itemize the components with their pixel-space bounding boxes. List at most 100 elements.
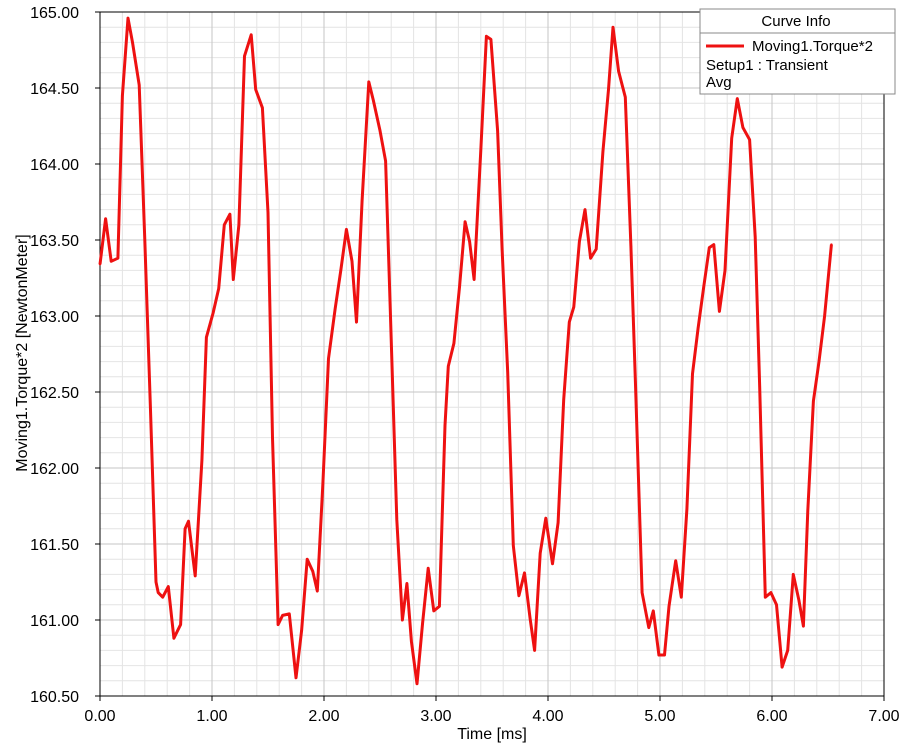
- x-tick-label: 5.00: [644, 708, 675, 725]
- data-point: [360, 199, 364, 202]
- data-point: [786, 649, 789, 652]
- data-point: [539, 551, 542, 555]
- data-point: [479, 149, 482, 152]
- x-tick-label: 1.00: [196, 708, 227, 725]
- legend-stat-text: Avg: [706, 74, 732, 91]
- data-point: [817, 360, 821, 363]
- data-point: [595, 247, 598, 251]
- data-point: [496, 129, 499, 132]
- data-point: [172, 637, 176, 640]
- data-point: [583, 208, 587, 211]
- data-point: [617, 70, 620, 73]
- data-point: [589, 257, 592, 260]
- data-point: [652, 609, 655, 613]
- data-point: [769, 591, 773, 594]
- data-point: [601, 150, 605, 153]
- data-point: [438, 605, 441, 608]
- data-point: [345, 228, 348, 231]
- series-line: [98, 16, 833, 686]
- data-point: [780, 665, 784, 669]
- data-point: [276, 623, 280, 626]
- data-point: [806, 509, 809, 512]
- data-point: [126, 16, 130, 20]
- data-point: [823, 314, 826, 318]
- data-point: [237, 223, 241, 226]
- data-point: [489, 38, 493, 41]
- data-point: [243, 54, 246, 58]
- x-tick-label: 6.00: [756, 708, 787, 725]
- data-point: [802, 624, 805, 628]
- data-point: [205, 336, 208, 339]
- legend-series-name: Moving1.Torque*2: [752, 38, 873, 55]
- data-point: [271, 436, 274, 439]
- data-point: [523, 571, 526, 575]
- data-point: [232, 278, 235, 281]
- data-point: [578, 240, 581, 243]
- data-point: [327, 357, 330, 360]
- data-point: [405, 582, 409, 585]
- x-tick-label: 2.00: [308, 708, 339, 725]
- data-point: [533, 649, 536, 652]
- data-point: [200, 459, 204, 462]
- data-point: [161, 596, 164, 599]
- data-point: [143, 238, 146, 242]
- plot-frame: [99, 11, 885, 697]
- data-point: [472, 278, 476, 281]
- data-point: [395, 518, 398, 521]
- data-point: [154, 580, 158, 584]
- data-point: [121, 94, 124, 97]
- data-point: [388, 302, 392, 305]
- y-tick-label: 161.00: [30, 613, 79, 630]
- data-point: [321, 482, 325, 485]
- minor-grid: [100, 12, 884, 696]
- data-point: [607, 88, 610, 91]
- x-axis-label: Time [ms]: [457, 726, 527, 743]
- y-tick-label: 163.50: [30, 233, 79, 250]
- data-point: [741, 126, 745, 129]
- data-point: [223, 223, 226, 226]
- data-point: [657, 653, 661, 657]
- data-point: [512, 544, 515, 547]
- x-tick-label: 3.00: [420, 708, 451, 725]
- data-point: [712, 243, 715, 246]
- data-point: [775, 603, 778, 606]
- legend-title: Curve Info: [761, 13, 830, 30]
- data-point: [685, 507, 689, 511]
- data-point: [432, 609, 435, 613]
- data-point: [629, 244, 633, 248]
- data-point: [250, 33, 253, 36]
- data-point: [384, 159, 387, 163]
- y-tick-label: 162.00: [30, 461, 79, 478]
- data-point: [372, 99, 375, 102]
- data-point: [157, 591, 160, 594]
- data-point: [500, 247, 504, 251]
- x-axis-ticks: 0.00 1.00 2.00 3.00 4.00 5.00 6.00 7.00: [84, 696, 900, 725]
- data-point: [217, 287, 220, 290]
- data-point: [640, 591, 644, 594]
- data-point: [355, 320, 358, 324]
- data-point: [680, 596, 683, 599]
- data-point: [167, 585, 170, 588]
- data-point: [611, 26, 615, 29]
- data-point: [624, 95, 627, 99]
- legend: Curve Info Moving1.Torque*2 Setup1 : Tra…: [699, 8, 896, 95]
- data-point: [830, 243, 833, 246]
- data-point: [663, 653, 666, 657]
- data-point: [506, 371, 509, 374]
- data-point: [812, 399, 815, 403]
- data-point: [401, 618, 404, 622]
- data-point: [447, 365, 450, 368]
- data-point: [647, 626, 650, 629]
- data-point: [544, 517, 547, 520]
- data-point: [104, 217, 107, 220]
- data-point: [485, 35, 488, 38]
- data-point: [443, 424, 447, 427]
- data-point: [261, 106, 264, 110]
- data-point: [410, 640, 413, 643]
- data-point: [696, 327, 700, 330]
- data-point: [708, 246, 711, 249]
- data-point: [691, 372, 694, 375]
- data-point: [116, 257, 120, 260]
- data-point: [415, 682, 419, 685]
